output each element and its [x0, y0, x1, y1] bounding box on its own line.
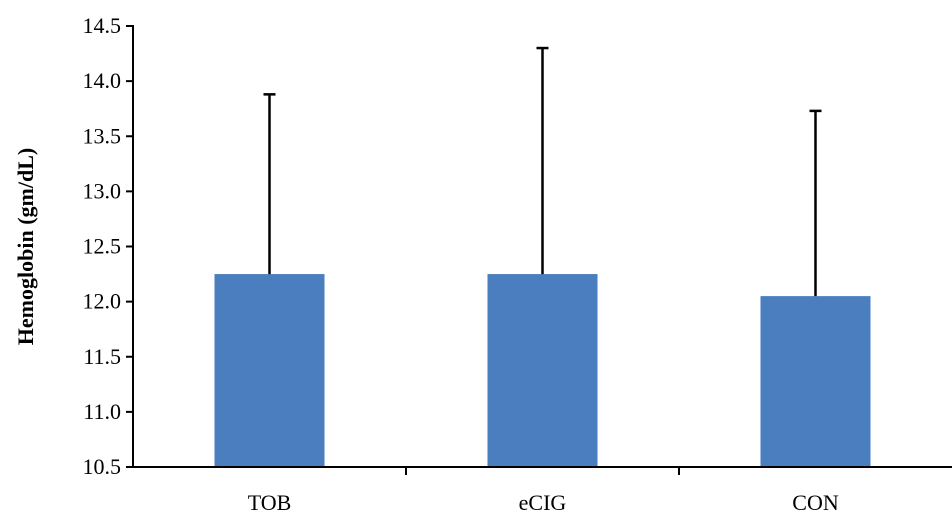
- bar: [487, 274, 598, 467]
- x-category-label: eCIG: [519, 490, 567, 515]
- y-tick-label: 13.5: [83, 123, 122, 148]
- bar: [214, 274, 325, 467]
- bar: [760, 296, 871, 467]
- y-tick-label: 11.5: [83, 344, 121, 369]
- y-tick-label: 13.0: [83, 178, 122, 203]
- y-ticks-group: 10.5 11.0 11.5 12.0 12.5 13.0 13.5 14.0 14.5: [83, 13, 133, 479]
- x-ticks-group: TOB eCIG CON: [248, 467, 839, 515]
- error-bars-group: [263, 46, 822, 297]
- y-tick-label: 14.5: [83, 13, 122, 38]
- y-tick-label: 12.0: [83, 289, 122, 314]
- x-category-label: CON: [792, 490, 839, 515]
- y-tick-label: 14.0: [83, 68, 122, 93]
- x-category-label: TOB: [248, 490, 292, 515]
- y-tick-label: 12.5: [83, 234, 122, 259]
- y-axis-title: Hemoglobin (gm/dL): [13, 148, 38, 345]
- y-tick-label: 11.0: [83, 399, 121, 424]
- y-tick-label: 10.5: [83, 454, 122, 479]
- bars-group: [214, 274, 871, 467]
